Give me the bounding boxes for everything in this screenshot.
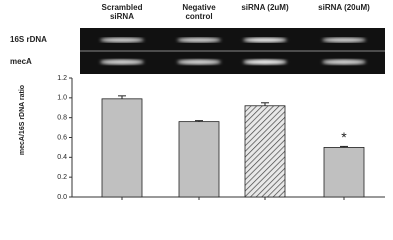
y-tick-label: 1.0 <box>57 95 67 102</box>
y-tick-label: 1.2 <box>57 75 67 82</box>
y-tick-label: 0.0 <box>57 194 67 201</box>
gel-band <box>243 37 287 43</box>
gel-row-label: mecA <box>10 57 32 66</box>
lane-label: siRNA (2uM) <box>241 3 289 12</box>
y-tick-label: 0.2 <box>57 174 67 181</box>
gel-band <box>100 37 144 43</box>
bar <box>101 98 143 198</box>
bar <box>323 147 365 198</box>
lane-label: Scrambled siRNA <box>101 3 143 21</box>
lane-label: siRNA (20uM) <box>318 3 370 12</box>
y-tick-label: 0.6 <box>57 134 67 141</box>
gel-band <box>243 59 287 65</box>
gel-row-label: 16S rDNA <box>10 35 47 44</box>
y-axis-label: mecA/16S rDNA ratio <box>19 85 26 155</box>
y-tick-label: 0.4 <box>57 154 67 161</box>
lane-label: Negative control <box>182 3 216 21</box>
gel-band <box>322 37 366 43</box>
figure: mecA/16S rDNA ratio 16S rDNA mecA 0.0 0.2 0.… <box>10 3 385 201</box>
y-tick-label: 0.8 <box>57 115 67 122</box>
bar <box>178 121 220 198</box>
gel-band <box>177 37 221 43</box>
chart: mecA/16S rDNA ratio 16S rDNA mecA 0.0 0.2 0.… <box>10 28 385 201</box>
gel-band <box>100 59 144 65</box>
annotation: * <box>341 129 347 145</box>
bar <box>244 105 286 198</box>
gel-band <box>177 59 221 65</box>
gel-band <box>322 59 366 65</box>
